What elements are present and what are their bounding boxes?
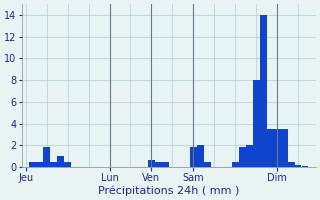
Bar <box>197 145 204 167</box>
Bar <box>64 162 71 167</box>
Bar <box>267 129 274 167</box>
Bar <box>232 162 238 167</box>
Bar <box>288 162 294 167</box>
Bar <box>253 80 260 167</box>
Bar <box>302 166 308 167</box>
Bar <box>148 160 155 167</box>
Bar <box>44 147 50 167</box>
Bar <box>155 162 162 167</box>
Bar <box>281 129 287 167</box>
Bar <box>36 162 43 167</box>
Bar <box>57 156 64 167</box>
Bar <box>190 147 196 167</box>
Bar <box>246 145 252 167</box>
Bar <box>51 162 57 167</box>
Bar <box>162 162 169 167</box>
Bar <box>204 162 211 167</box>
Bar <box>274 129 281 167</box>
Bar <box>260 15 267 167</box>
Bar <box>295 165 301 167</box>
Bar <box>239 147 245 167</box>
X-axis label: Précipitations 24h ( mm ): Précipitations 24h ( mm ) <box>98 185 240 196</box>
Bar <box>29 162 36 167</box>
